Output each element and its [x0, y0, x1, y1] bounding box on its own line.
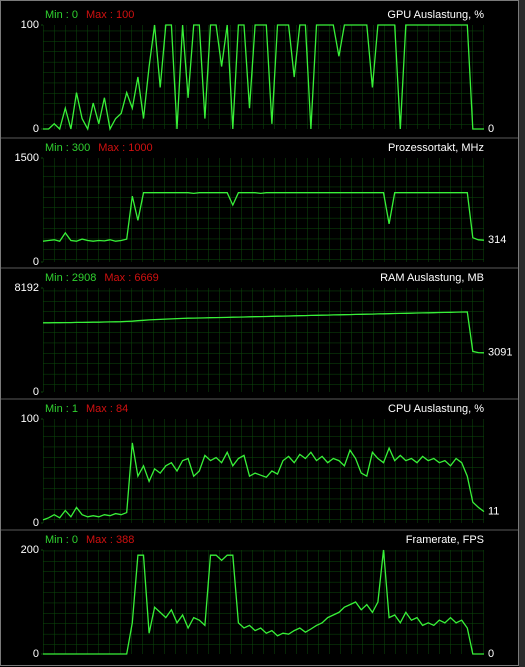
chart-title: Prozessortakt, MHz: [388, 142, 484, 154]
scrollbar: [519, 0, 525, 667]
plot-area: [43, 550, 484, 654]
y-tick-label: 0: [33, 386, 39, 398]
data-line: [42, 442, 485, 521]
chart-title: GPU Auslastung, %: [387, 9, 484, 21]
y-tick-label: 1500: [15, 152, 39, 164]
data-line: [43, 24, 484, 131]
data-line: [42, 192, 485, 242]
y-tick-label: 0: [33, 123, 39, 135]
min-label: Min : 300: [45, 142, 90, 154]
y-tick-label: 200: [21, 544, 39, 556]
plot-area: [43, 419, 484, 523]
max-label: Max : 1000: [98, 142, 152, 154]
chart-title: CPU Auslastung, %: [388, 403, 484, 415]
min-label: Min : 0: [45, 9, 78, 21]
current-value: 314: [488, 234, 506, 246]
max-label: Max : 6669: [104, 272, 158, 284]
max-label: Max : 84: [86, 403, 128, 415]
y-tick-label: 100: [21, 413, 39, 425]
max-label: Max : 388: [86, 534, 134, 546]
data-line: [43, 549, 484, 655]
chart-title: RAM Auslastung, MB: [380, 272, 484, 284]
min-label: Min : 0: [45, 534, 78, 546]
chart-title: Framerate, FPS: [406, 534, 484, 546]
y-tick-label: 0: [33, 256, 39, 268]
plot-area: [43, 25, 484, 129]
current-value: 0: [488, 123, 494, 135]
current-value: 3091: [488, 347, 512, 359]
current-value: 0: [488, 648, 494, 660]
current-value: 11: [488, 505, 499, 517]
y-tick-label: 0: [33, 517, 39, 529]
plot-area: [43, 288, 484, 392]
min-label: Min : 2908: [45, 272, 96, 284]
y-tick-label: 100: [21, 19, 39, 31]
data-line: [43, 311, 485, 354]
y-tick-label: 0: [33, 648, 39, 660]
plot-area: [43, 158, 484, 262]
max-label: Max : 100: [86, 9, 134, 21]
y-tick-label: 8192: [15, 282, 39, 294]
min-label: Min : 1: [45, 403, 78, 415]
